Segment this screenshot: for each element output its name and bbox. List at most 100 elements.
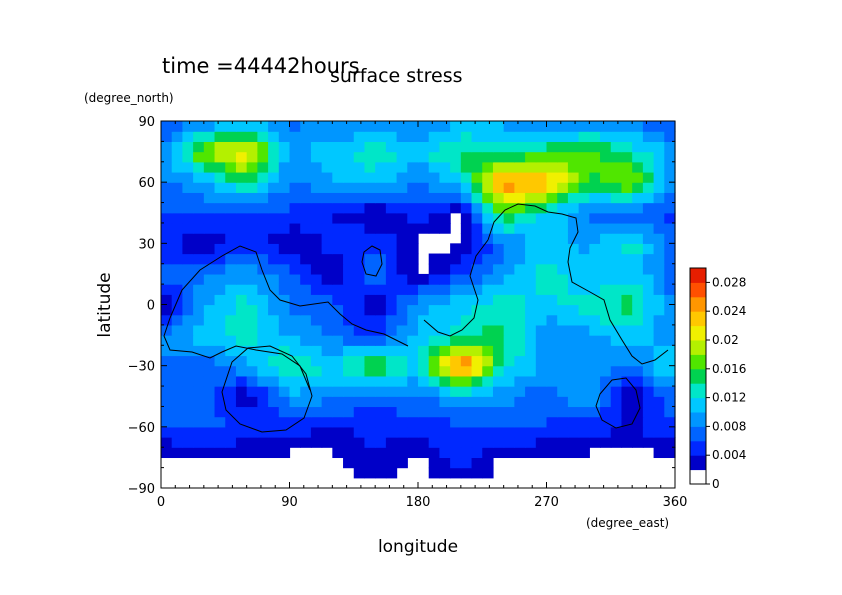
- heatmap-cell: [567, 304, 580, 316]
- heatmap-cell: [471, 222, 483, 234]
- heatmap-cell: [450, 141, 462, 153]
- heatmap-cell: [214, 416, 226, 428]
- heatmap-cell: [246, 406, 258, 418]
- heatmap-cell: [289, 426, 301, 438]
- heatmap-cell: [193, 222, 205, 234]
- heatmap-cell: [578, 375, 590, 387]
- heatmap-cell: [310, 263, 323, 275]
- heatmap-cell: [353, 243, 366, 255]
- heatmap-cell: [289, 365, 301, 377]
- heatmap-cell: [664, 406, 676, 418]
- australia-outline: [221, 345, 313, 433]
- heatmap-cell: [289, 121, 301, 132]
- heatmap-cell: [653, 406, 665, 418]
- heatmap-cell: [268, 345, 280, 357]
- heatmap-cell: [257, 365, 269, 377]
- heatmap-cell: [428, 253, 441, 265]
- heatmap-cell: [428, 121, 441, 132]
- heatmap-cell: [235, 335, 248, 346]
- heatmap-cell: [246, 416, 258, 428]
- heatmap-cell: [407, 212, 419, 224]
- heatmap-cell: [610, 131, 623, 142]
- heatmap-cell: [257, 202, 269, 214]
- heatmap-cell: [460, 233, 473, 244]
- heatmap-cell: [171, 304, 184, 316]
- heatmap-cell: [535, 263, 548, 275]
- heatmap-cell: [161, 314, 173, 326]
- heatmap-cell: [492, 304, 505, 316]
- heatmap-cell: [332, 253, 344, 265]
- heatmap-cell: [632, 171, 644, 183]
- heatmap-cell: [610, 314, 623, 326]
- heatmap-cell: [289, 416, 301, 428]
- heatmap-cell: [418, 161, 430, 173]
- heatmap-cell: [257, 406, 269, 418]
- heatmap-cell: [460, 294, 473, 306]
- colorbar-swatch: [690, 412, 706, 427]
- heatmap-cell: [257, 171, 269, 183]
- heatmap-cell: [642, 212, 655, 224]
- heatmap-cell: [235, 447, 248, 459]
- heatmap-cell: [278, 437, 291, 448]
- heatmap-cell: [385, 447, 398, 459]
- heatmap-cell: [546, 304, 558, 316]
- heatmap-cell: [332, 416, 344, 428]
- heatmap-cell: [385, 151, 398, 163]
- heatmap-cell: [482, 447, 494, 459]
- heatmap-cell: [214, 314, 226, 326]
- heatmap-cell: [589, 243, 601, 255]
- heatmap-cell: [557, 284, 569, 295]
- heatmap-cell: [343, 324, 355, 336]
- heatmap-cell: [514, 365, 526, 377]
- heatmap-cell: [418, 324, 430, 336]
- heatmap-cell: [525, 263, 537, 275]
- heatmap-cell: [235, 273, 248, 285]
- heatmap-cell: [310, 304, 323, 316]
- heatmap-cell: [439, 192, 451, 204]
- heatmap-cell: [450, 263, 462, 275]
- heatmap-cell: [610, 355, 623, 367]
- heatmap-cell: [225, 273, 237, 285]
- heatmap-cell: [653, 335, 665, 346]
- heatmap-cell: [653, 365, 665, 377]
- heatmap-cell: [182, 233, 194, 244]
- heatmap-cell: [621, 131, 633, 142]
- heatmap-cell: [268, 141, 280, 153]
- heatmap-cell: [653, 273, 665, 285]
- heatmap-cell: [321, 396, 333, 408]
- heatmap-cell: [161, 141, 173, 153]
- heatmap-cell: [353, 284, 366, 295]
- heatmap-cell: [567, 212, 580, 224]
- heatmap-cell: [439, 121, 451, 132]
- heatmap-cell: [268, 151, 280, 163]
- heatmap-cell: [385, 222, 398, 234]
- heatmap-cell: [171, 355, 184, 367]
- heatmap-cell: [182, 355, 194, 367]
- heatmap-cell: [278, 447, 291, 459]
- heatmap-cell: [450, 355, 462, 367]
- heatmap-cell: [642, 243, 655, 255]
- heatmap-cell: [450, 273, 462, 285]
- heatmap-cell: [321, 345, 333, 357]
- heatmap-cell: [653, 131, 665, 142]
- heatmap-cell: [235, 171, 248, 183]
- heatmap-cell: [610, 365, 623, 377]
- heatmap-cell: [161, 386, 173, 397]
- heatmap-cell: [171, 273, 184, 285]
- heatmap-cell: [439, 416, 451, 428]
- heatmap-cell: [289, 233, 301, 244]
- heatmap-cell: [171, 437, 184, 448]
- heatmap-cell: [546, 263, 558, 275]
- heatmap-cell: [193, 121, 205, 132]
- heatmap-cell: [610, 212, 623, 224]
- heatmap-cell: [396, 386, 408, 397]
- heatmap-cell: [460, 243, 473, 255]
- heatmap-cell: [535, 416, 548, 428]
- colorbar-swatch: [690, 469, 706, 485]
- heatmap-cell: [589, 437, 601, 448]
- heatmap-cell: [193, 396, 205, 408]
- heatmap-cell: [385, 375, 398, 387]
- heatmap-cell: [642, 426, 655, 438]
- heatmap-cell: [471, 131, 483, 142]
- heatmap-cell: [610, 426, 623, 438]
